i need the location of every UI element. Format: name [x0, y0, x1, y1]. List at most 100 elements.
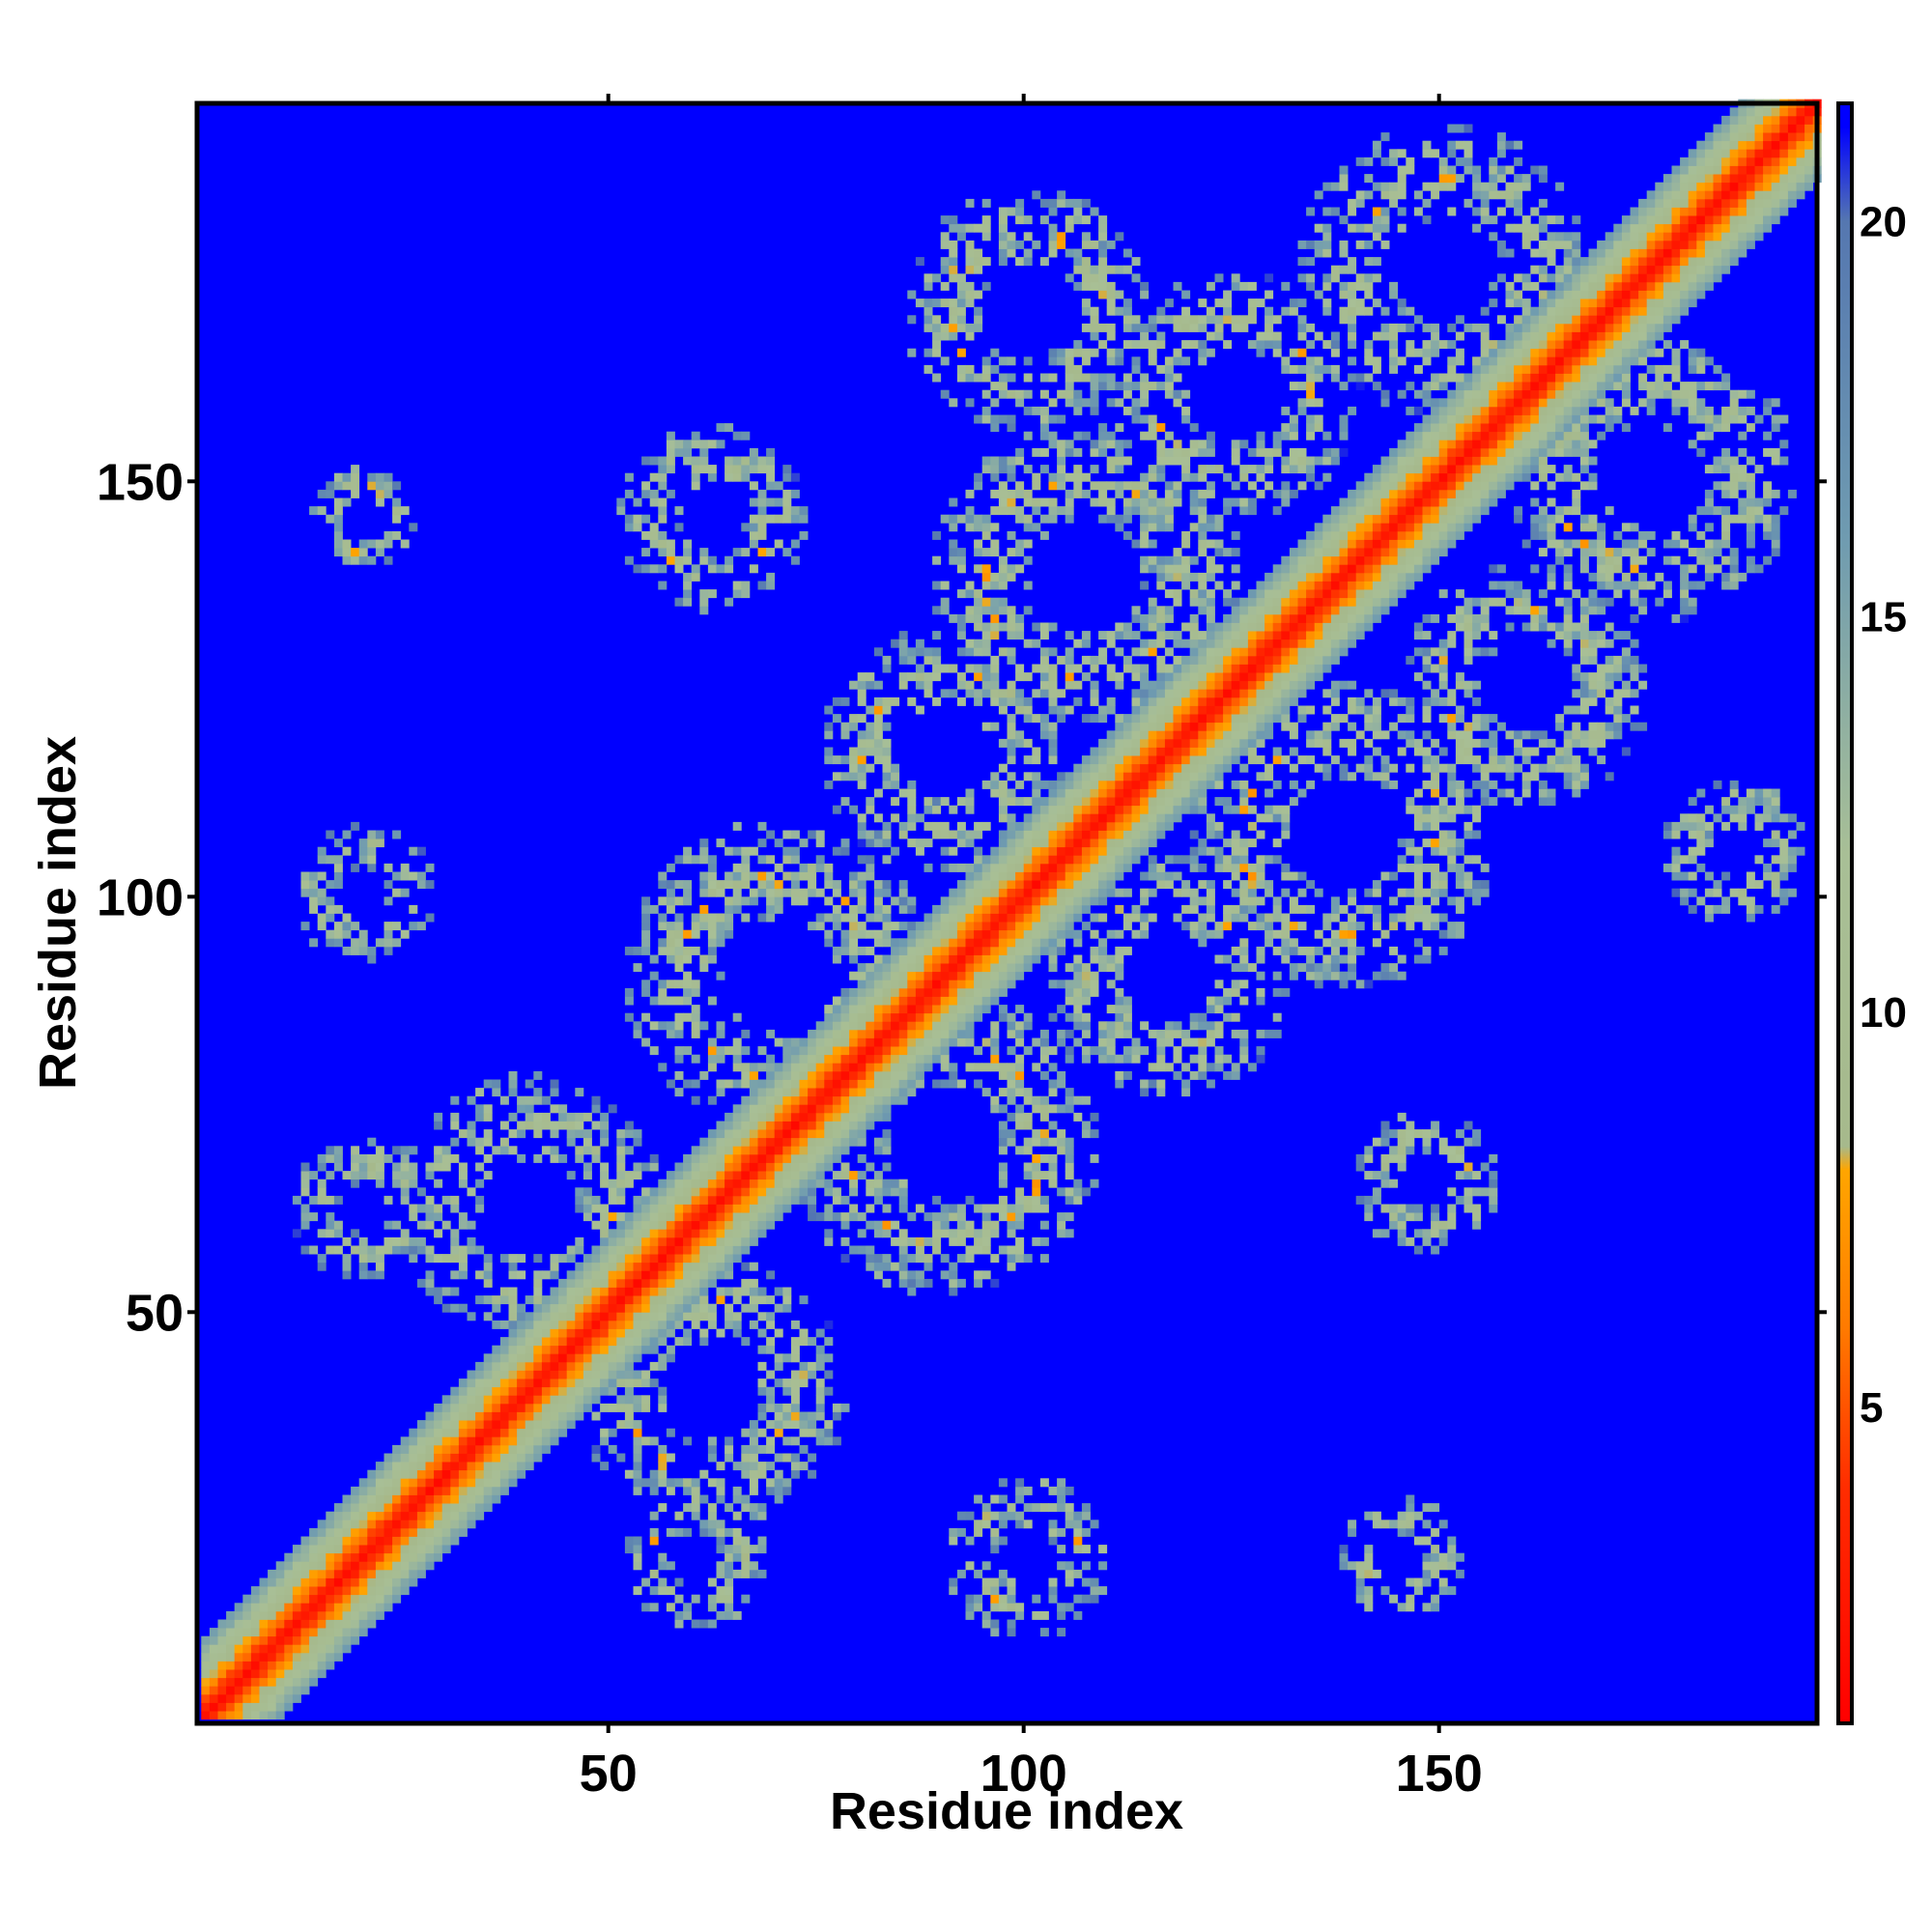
heatmap-cell — [1007, 1012, 1016, 1022]
heatmap-cell — [732, 863, 742, 872]
heatmap-cell — [1090, 929, 1099, 939]
heatmap-cell — [724, 1569, 734, 1578]
heatmap-cell — [633, 1204, 642, 1213]
heatmap-cell — [268, 1702, 277, 1712]
heatmap-cell — [832, 846, 841, 856]
heatmap-cell — [716, 838, 725, 848]
heatmap-cell — [666, 938, 675, 948]
heatmap-cell — [658, 938, 668, 948]
heatmap-cell — [392, 1462, 402, 1471]
heatmap-cell — [367, 1254, 377, 1264]
heatmap-cell — [541, 1436, 551, 1446]
heatmap-cell — [699, 1153, 709, 1163]
heatmap-cell — [707, 855, 717, 865]
heatmap-cell — [882, 830, 892, 839]
heatmap-cell — [866, 838, 875, 848]
heatmap-cell — [1057, 1478, 1066, 1488]
heatmap-cell — [434, 1229, 443, 1238]
heatmap-cell — [458, 1420, 468, 1430]
heatmap-cell — [691, 1312, 700, 1321]
heatmap-cell — [1007, 1594, 1016, 1604]
heatmap-cell — [691, 922, 700, 931]
heatmap-cell — [782, 1403, 792, 1412]
heatmap-cell — [965, 1229, 975, 1238]
heatmap-cell — [434, 1212, 443, 1222]
heatmap-cell — [1007, 946, 1016, 955]
heatmap-cell — [384, 863, 393, 872]
heatmap-cell — [1007, 456, 1016, 466]
heatmap-cell — [1131, 730, 1141, 740]
heatmap-cell — [1032, 871, 1041, 881]
heatmap-cell — [1122, 315, 1132, 325]
heatmap-cell — [974, 880, 983, 890]
heatmap-cell — [1039, 1610, 1049, 1620]
heatmap-cell — [674, 1029, 684, 1038]
heatmap-cell — [949, 980, 958, 989]
heatmap-cell — [1015, 1037, 1025, 1047]
heatmap-cell — [1065, 489, 1074, 498]
heatmap-cell — [824, 913, 834, 923]
heatmap-cell — [732, 1162, 742, 1172]
heatmap-cell — [517, 1428, 526, 1437]
heatmap-cell — [575, 1411, 584, 1421]
heatmap-cell — [633, 1137, 642, 1147]
heatmap-cell — [832, 714, 841, 724]
heatmap-cell — [974, 971, 983, 980]
heatmap-cell — [849, 954, 859, 964]
heatmap-cell — [898, 1070, 908, 1080]
heatmap-cell — [923, 996, 933, 1006]
heatmap-cell — [1081, 1095, 1091, 1105]
heatmap-cell — [674, 564, 684, 574]
heatmap-cell — [384, 1453, 393, 1463]
heatmap-cell — [425, 1536, 435, 1546]
heatmap-cell — [815, 1070, 825, 1080]
heatmap-cell — [1081, 813, 1091, 823]
heatmap-cell — [1131, 489, 1141, 498]
heatmap-cell — [384, 938, 393, 948]
heatmap-cell — [965, 1220, 975, 1230]
heatmap-cell — [1106, 788, 1116, 798]
heatmap-cell — [351, 922, 360, 931]
heatmap-cell — [333, 1527, 343, 1537]
heatmap-cell — [550, 1270, 559, 1280]
heatmap-cell — [1115, 971, 1124, 980]
heatmap-cell — [591, 1262, 601, 1271]
heatmap-cell — [766, 1137, 776, 1147]
heatmap-cell — [799, 1112, 809, 1122]
heatmap-cell — [624, 1411, 634, 1421]
heatmap-cell — [1131, 364, 1141, 374]
heatmap-cell — [799, 1129, 809, 1139]
heatmap-cell — [1140, 290, 1150, 299]
heatmap-cell — [757, 871, 767, 881]
heatmap-cell — [716, 1054, 725, 1064]
heatmap-cell — [965, 514, 975, 524]
heatmap-cell — [566, 1370, 576, 1379]
heatmap-cell — [808, 1153, 817, 1163]
heatmap-cell — [757, 888, 767, 897]
heatmap-cell — [1122, 763, 1132, 773]
heatmap-cell — [882, 747, 892, 756]
heatmap-cell — [326, 1229, 335, 1238]
heatmap-cell — [1156, 705, 1166, 715]
heatmap-cell — [525, 1411, 534, 1421]
heatmap-cell — [956, 954, 966, 964]
heatmap-cell — [1156, 581, 1166, 590]
heatmap-cell — [416, 1561, 426, 1571]
heatmap-cell — [499, 1287, 509, 1296]
heatmap-cell — [1156, 631, 1166, 640]
heatmap-cell — [915, 1245, 924, 1255]
heatmap-cell — [757, 1137, 767, 1147]
heatmap-cell — [392, 1146, 402, 1155]
heatmap-cell — [1081, 1187, 1091, 1197]
heatmap-cell — [683, 855, 693, 865]
heatmap-cell — [724, 1270, 734, 1280]
heatmap-cell — [707, 1212, 717, 1222]
heatmap-cell — [716, 938, 725, 948]
heatmap-cell — [1156, 523, 1166, 532]
heatmap-cell — [741, 456, 751, 466]
heatmap-cell — [1073, 863, 1083, 872]
heatmap-cell — [1090, 1129, 1099, 1139]
heatmap-cell — [1048, 689, 1058, 698]
heatmap-cell — [1106, 747, 1116, 756]
heatmap-cell — [409, 1503, 418, 1513]
